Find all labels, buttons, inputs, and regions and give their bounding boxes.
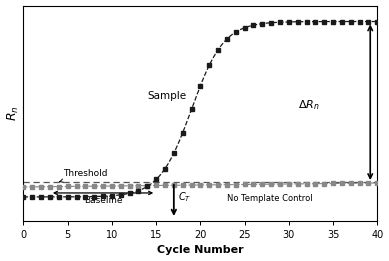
- Text: Sample: Sample: [147, 91, 186, 101]
- X-axis label: Cycle Number: Cycle Number: [157, 245, 244, 256]
- Text: Baseline: Baseline: [84, 196, 122, 205]
- Text: Threshold: Threshold: [60, 169, 108, 182]
- Text: $C_T$: $C_T$: [178, 190, 192, 204]
- Text: No Template Control: No Template Control: [227, 194, 312, 203]
- Y-axis label: $R_n$: $R_n$: [5, 105, 21, 121]
- Text: $\Delta R_n$: $\Delta R_n$: [298, 98, 319, 112]
